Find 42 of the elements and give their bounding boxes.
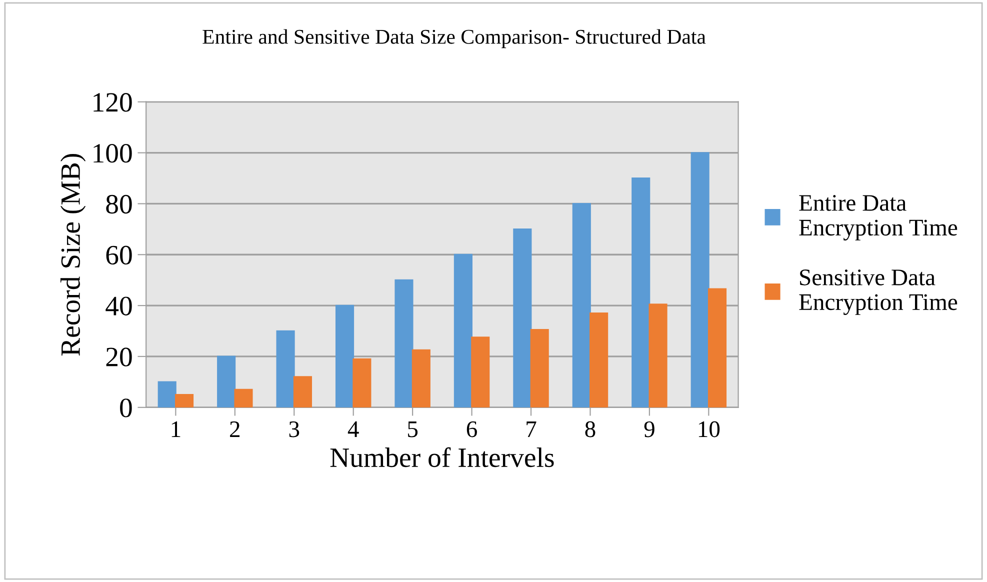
y-tick-label: 80 (106, 194, 132, 214)
bar (530, 329, 549, 408)
x-tick-label: 8 (585, 421, 596, 438)
y-tick-label: 20 (106, 348, 132, 366)
bar (234, 388, 253, 408)
bar (513, 228, 532, 408)
bar (412, 349, 430, 408)
bar (352, 358, 372, 408)
y-tick-label: 100 (94, 144, 132, 163)
bar (293, 376, 312, 408)
bar (572, 203, 591, 408)
bar (708, 288, 727, 408)
y-tick-label: 60 (106, 246, 132, 265)
x-tick-label: 3 (289, 421, 300, 438)
y-tick-label: 120 (94, 93, 132, 112)
y-axis-title: Record Size (MB) (60, 154, 86, 356)
x-tick-label: 6 (466, 421, 477, 438)
bar (690, 152, 710, 408)
x-axis-title: Number of Intervels (330, 447, 554, 468)
bar (217, 356, 236, 408)
bar (648, 304, 668, 408)
x-tick-label: 1 (172, 421, 180, 437)
x-tick-label: 10 (698, 421, 720, 438)
bar (471, 336, 490, 408)
x-tick-label: 2 (230, 421, 240, 437)
chart-title: Entire and Sensitive Data Size Comparison- Structured Data (202, 29, 706, 48)
legend-label: Entire Data Encryption Time (799, 195, 958, 240)
bar (158, 381, 176, 408)
bar (632, 178, 650, 408)
bar (590, 312, 608, 408)
x-tick-label: 5 (408, 422, 418, 438)
x-tick-label: 7 (526, 422, 536, 437)
x-tick-label: 9 (644, 421, 654, 438)
bar (454, 254, 472, 408)
legend-label: Sensitive Data Encryption Time (799, 270, 958, 315)
y-tick-label: 0 (120, 398, 132, 418)
bar (394, 279, 414, 408)
y-tick-label: 40 (106, 296, 132, 316)
bar (276, 330, 295, 408)
bar (174, 394, 194, 408)
bar (335, 304, 354, 408)
x-tick-label: 4 (348, 421, 359, 437)
